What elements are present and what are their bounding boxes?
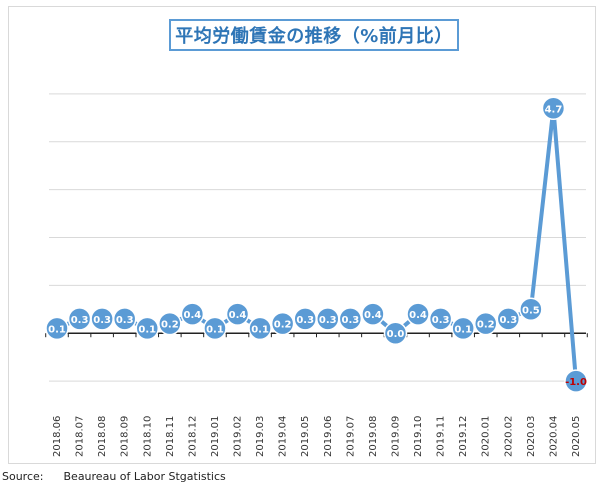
data-point bbox=[203, 316, 227, 341]
x-tick-label: 2018.07 bbox=[75, 416, 86, 457]
data-label: 0.3 bbox=[71, 315, 89, 326]
source-label: Source: bbox=[2, 470, 44, 483]
x-tick-label: 2019.11 bbox=[436, 416, 447, 457]
data-point bbox=[519, 297, 543, 322]
data-label: 0.3 bbox=[296, 315, 314, 326]
x-tick-label: 2019.02 bbox=[233, 416, 244, 457]
data-point bbox=[496, 307, 521, 331]
data-label: 0.4 bbox=[409, 310, 427, 321]
chart-title: 平均労働賃金の推移（%前月比） bbox=[175, 26, 453, 47]
x-tick-label: 2019.07 bbox=[345, 416, 356, 457]
data-point bbox=[473, 311, 498, 336]
x-tick-label: 2018.12 bbox=[187, 416, 198, 457]
x-tick-label: 2019.03 bbox=[255, 416, 266, 457]
data-label: 0.3 bbox=[499, 315, 517, 326]
gridlines bbox=[49, 93, 586, 382]
x-tick-label: 2018.10 bbox=[142, 416, 153, 457]
x-tick-label: 2019.08 bbox=[368, 416, 379, 457]
data-label: 0.3 bbox=[319, 315, 337, 326]
source-text: Beaureau of Labor Stgatistics bbox=[63, 470, 226, 483]
data-label: 0.0 bbox=[387, 329, 405, 340]
data-label: 0.5 bbox=[522, 305, 540, 316]
x-tick-label: 2019.06 bbox=[323, 416, 334, 457]
x-tick-label: 2019.10 bbox=[413, 416, 424, 457]
data-point bbox=[158, 311, 182, 336]
x-tick-label: 2019.09 bbox=[390, 416, 401, 457]
x-tick-label: 2020.02 bbox=[503, 416, 514, 457]
data-label: 0.4 bbox=[364, 310, 382, 321]
data-label: 0.3 bbox=[93, 315, 111, 326]
x-axis bbox=[45, 332, 588, 338]
x-tick-label: 2020.05 bbox=[571, 416, 582, 457]
x-tick-labels: 2018.06 2018.07 2018.08 2018.09 2018.10 2018.… bbox=[52, 416, 582, 457]
data-label: 0.3 bbox=[432, 315, 450, 326]
data-label: 0.1 bbox=[138, 324, 156, 335]
data-point bbox=[406, 302, 430, 326]
data-label: 0.1 bbox=[454, 324, 472, 335]
data-point bbox=[428, 307, 453, 331]
data-label: 0.2 bbox=[477, 320, 495, 331]
x-tick-label: 2020.01 bbox=[481, 416, 492, 457]
source-note: Source: Beaureau of Labor Stgatistics bbox=[2, 470, 226, 483]
data-markers: 0.1 0.3 0.3 0.3 0.1 0.2 0.4 0.1 0.4 0.1 0.2 0.3 0.3 0… bbox=[45, 96, 588, 393]
x-tick-label: 2018.11 bbox=[165, 416, 176, 457]
x-tick-label: 2019.05 bbox=[300, 416, 311, 457]
series-polyline bbox=[56, 106, 578, 382]
data-point bbox=[564, 369, 588, 393]
data-point bbox=[541, 96, 566, 121]
data-point bbox=[135, 316, 160, 341]
data-point bbox=[225, 302, 250, 326]
data-point bbox=[361, 302, 385, 326]
line-chart: 0.1 0.3 0.3 0.3 0.1 0.2 0.4 0.1 0.4 0.1 0.2 0.3 0.3 0… bbox=[45, 93, 588, 457]
data-point bbox=[45, 316, 69, 341]
data-label: 0.4 bbox=[184, 310, 202, 321]
chart-frame: 0.1 0.3 0.3 0.3 0.1 0.2 0.4 0.1 0.4 0.1 0.2 0.3 0.3 0… bbox=[8, 6, 596, 464]
data-label: 0.1 bbox=[48, 324, 66, 335]
x-tick-label: 2019.01 bbox=[210, 416, 221, 457]
x-tick-label: 2019.12 bbox=[458, 416, 469, 457]
data-label: 4.7 bbox=[545, 104, 563, 115]
data-label: 0.3 bbox=[341, 315, 359, 326]
x-tick-label: 2018.06 bbox=[52, 416, 63, 457]
data-point bbox=[451, 316, 475, 341]
data-label: 0.4 bbox=[229, 310, 247, 321]
data-point bbox=[338, 307, 363, 331]
data-point bbox=[270, 311, 295, 336]
x-tick-label: 2019.04 bbox=[278, 416, 289, 457]
data-point bbox=[248, 316, 272, 341]
x-tick-label: 2018.09 bbox=[120, 416, 131, 457]
data-label: 0.3 bbox=[116, 315, 134, 326]
data-label: -1.0 bbox=[565, 377, 587, 388]
data-label: 0.1 bbox=[251, 324, 269, 335]
data-label: 0.2 bbox=[161, 320, 179, 331]
data-point bbox=[383, 321, 408, 345]
data-label: 0.2 bbox=[274, 320, 292, 331]
data-label: 0.1 bbox=[206, 324, 224, 335]
data-point bbox=[180, 302, 205, 326]
chart-title-box: 平均労働賃金の推移（%前月比） bbox=[169, 19, 459, 51]
series-line bbox=[56, 106, 578, 382]
x-tick-label: 2020.03 bbox=[526, 416, 537, 457]
data-point bbox=[112, 307, 137, 331]
x-tick-label: 2018.08 bbox=[97, 416, 108, 457]
x-tick-label: 2020.04 bbox=[548, 416, 559, 457]
